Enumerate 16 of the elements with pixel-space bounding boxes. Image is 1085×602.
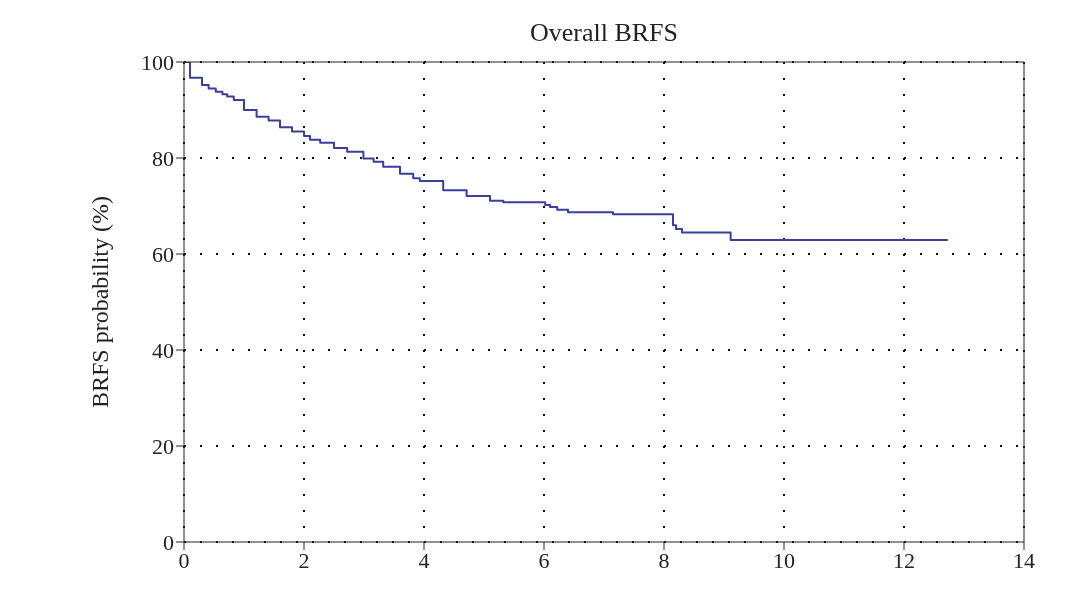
x-tick-label: 10 bbox=[773, 547, 795, 573]
x-tick-label: 12 bbox=[893, 547, 915, 573]
y-tick-label: 100 bbox=[141, 49, 174, 75]
x-tick-label: 4 bbox=[418, 547, 430, 573]
y-tick-label: 0 bbox=[163, 529, 174, 555]
y-tick-label: 20 bbox=[152, 433, 174, 459]
x-tick-label: 8 bbox=[658, 547, 670, 573]
x-tick-label: 0 bbox=[178, 547, 190, 573]
y-tick-label: 40 bbox=[152, 337, 174, 363]
x-tick-label: 6 bbox=[538, 547, 550, 573]
x-tick-label: 14 bbox=[1013, 547, 1035, 573]
chart-title: Overall BRFS bbox=[528, 18, 680, 48]
y-tick-label: 80 bbox=[152, 145, 174, 171]
y-tick-label: 60 bbox=[152, 241, 174, 267]
y-axis-title: BRFS probability (%) bbox=[86, 195, 113, 409]
x-tick-label: 2 bbox=[298, 547, 310, 573]
